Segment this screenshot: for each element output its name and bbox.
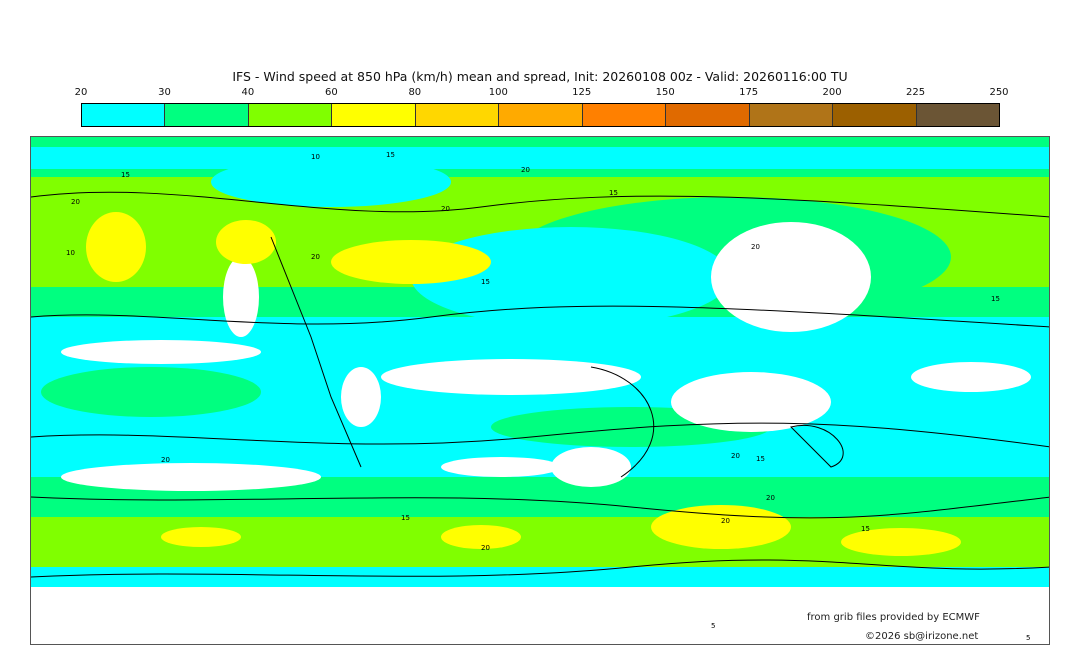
contour-label: 15 <box>481 278 490 286</box>
contour-label: 20 <box>721 517 730 525</box>
wind-speed-map: 15 20 10 15 20 20 15 20 20 15 15 10 20 20 15 20 20 15 20 15… <box>30 136 1050 645</box>
contour-label: 15 <box>756 455 765 463</box>
contour-label: 5 <box>711 622 715 630</box>
copyright-credit: ©2026 sb@irizone.net <box>865 631 979 642</box>
contour-label: 10 <box>66 249 75 257</box>
colorbar-tick-label: 125 <box>572 87 592 98</box>
band-60-80 <box>86 212 961 556</box>
colorbar-swatch <box>582 104 667 126</box>
contour-label: 10 <box>311 153 320 161</box>
colorbar-tick-label: 250 <box>989 87 1009 98</box>
colorbar-tick-label: 40 <box>241 87 255 98</box>
colorbar-swatch <box>666 104 750 126</box>
colorbar-tick-label: 30 <box>158 87 171 98</box>
contour-label: 20 <box>311 253 320 261</box>
calm-areas <box>31 222 1049 644</box>
contour-label: 15 <box>386 151 395 159</box>
colorbar-swatch <box>499 104 583 126</box>
colorbar-swatch <box>833 104 917 126</box>
chart-title: IFS - Wind speed at 850 hPa (km/h) mean … <box>232 69 848 84</box>
colorbar-tick-label: 150 <box>655 87 675 98</box>
colorbar-swatch <box>749 104 834 126</box>
colorbar <box>81 103 1000 127</box>
colorbar-tick-label: 175 <box>739 87 759 98</box>
colorbar-swatch <box>916 104 999 126</box>
colorbar-tick-label: 20 <box>74 87 88 98</box>
contour-label: 15 <box>861 525 870 533</box>
colorbar-swatch <box>82 104 166 126</box>
contour-label: 20 <box>731 452 740 460</box>
colorbar-swatch <box>332 104 416 126</box>
map-field: 15 20 10 15 20 20 15 20 20 15 15 10 20 20 15 20 20 15 20 15… <box>31 137 1049 644</box>
colorbar-tick-label: 60 <box>324 87 338 98</box>
data-source-credit: from grib files provided by ECMWF <box>807 612 980 623</box>
contour-label: 5 <box>1026 634 1030 642</box>
contour-label: 15 <box>121 171 130 179</box>
contour-label: 15 <box>991 295 1000 303</box>
contour-label: 20 <box>481 544 490 552</box>
contour-label: 20 <box>751 243 760 251</box>
colorbar-swatch <box>165 104 249 126</box>
colorbar-tick-label: 100 <box>488 87 508 98</box>
contour-label: 20 <box>441 205 450 213</box>
spread-contours <box>31 191 1049 578</box>
colorbar-swatch <box>248 104 333 126</box>
contour-label: 15 <box>401 514 410 522</box>
contour-label: 20 <box>161 456 170 464</box>
contour-label: 20 <box>71 198 80 206</box>
colorbar-tick-label: 225 <box>905 87 926 98</box>
colorbar-tick-label: 80 <box>408 87 422 98</box>
colorbar-swatch <box>415 104 500 126</box>
colorbar-tick-label: 200 <box>822 87 842 98</box>
contour-label: 20 <box>521 166 530 174</box>
contour-label: 15 <box>609 189 618 197</box>
contour-label: 20 <box>766 494 775 502</box>
